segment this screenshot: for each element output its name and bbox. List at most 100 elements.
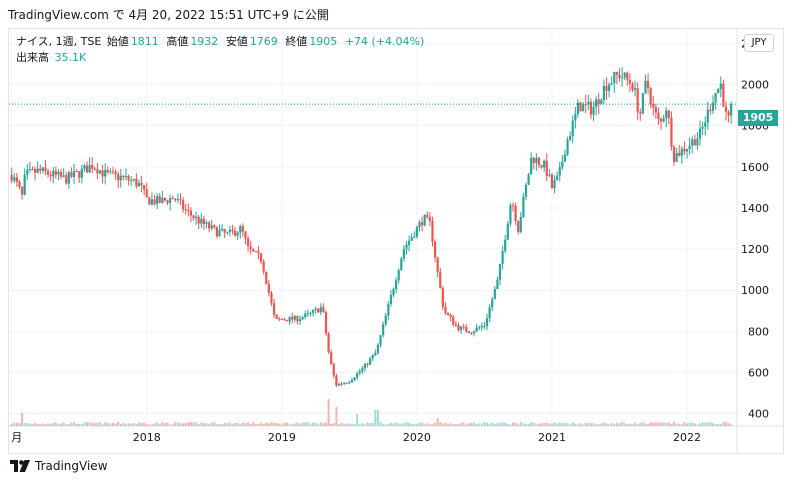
volume-bar [600, 423, 603, 426]
candle-body [67, 172, 70, 184]
candle-body [52, 170, 55, 177]
candle-body [174, 198, 177, 201]
candle-body [124, 175, 128, 177]
volume-bar [23, 423, 26, 426]
volume-bar [148, 424, 151, 426]
candle-body [187, 209, 190, 211]
candle-body [514, 205, 517, 222]
volume-bar [112, 422, 114, 426]
candle-body [374, 352, 377, 356]
volume-bar [452, 424, 455, 426]
volume-bar [561, 423, 564, 426]
candle-body [109, 171, 112, 173]
x-tick-label: 2019 [268, 431, 296, 444]
candle-body [665, 110, 668, 119]
volume-bar [241, 422, 244, 426]
candle-body [314, 308, 317, 311]
candle-body [543, 160, 546, 168]
candle-body [553, 180, 556, 188]
volume-bar [571, 422, 574, 426]
volume-bar [127, 423, 130, 426]
volume-bar [104, 422, 107, 426]
candle-body [704, 122, 707, 127]
volume-bar [602, 422, 605, 426]
candle-body [485, 318, 489, 327]
volume-bar [80, 423, 83, 426]
volume-bar [628, 423, 631, 426]
candle-body [646, 80, 650, 88]
volume-bar [13, 422, 16, 426]
volume-bar [267, 423, 270, 426]
volume-bar [465, 424, 468, 426]
candle-body [15, 177, 18, 182]
candle-body [283, 319, 286, 321]
volume-bar [662, 422, 665, 426]
candle-body [615, 71, 618, 75]
candle-body [163, 197, 167, 201]
candle-body [262, 261, 265, 272]
candle-body [727, 111, 730, 116]
candle-body [166, 200, 169, 203]
candle-body [75, 171, 78, 173]
x-tick-label: 2020 [403, 431, 431, 444]
candle-body [202, 218, 206, 224]
candle-body [31, 168, 34, 170]
volume-bar [309, 423, 312, 426]
candle-body [62, 175, 65, 177]
volume-bar [574, 423, 577, 426]
volume-bar [556, 423, 559, 426]
volume-bar [330, 423, 333, 426]
volume-bar [171, 424, 174, 426]
chart-frame [8, 28, 784, 454]
candle-body [127, 175, 130, 181]
volume-bar [509, 424, 512, 426]
candle-body [340, 383, 343, 385]
volume-bar [512, 422, 514, 426]
candle-body [169, 198, 172, 203]
candle-body [78, 171, 81, 178]
candle-body [322, 307, 325, 312]
volume-bar [504, 422, 507, 426]
volume-bar [291, 424, 294, 426]
candle-body [363, 363, 367, 369]
volume-bar [639, 422, 642, 426]
volume-bar [553, 422, 556, 426]
volume-bar [587, 422, 590, 426]
candle-body [522, 196, 525, 217]
volume-bar [566, 423, 569, 426]
volume-bar [483, 422, 486, 426]
volume-bar [41, 423, 44, 426]
candle-body [200, 218, 203, 224]
candle-body [33, 169, 37, 173]
volume-bar [363, 424, 366, 426]
open-value: 1811 [130, 35, 159, 48]
volume-bar [130, 423, 133, 426]
volume-bar [184, 422, 187, 426]
candle-body [236, 232, 239, 236]
candle-body [446, 312, 450, 315]
candle-body [389, 294, 393, 305]
volume-bar [293, 423, 296, 426]
volume-bar [667, 422, 670, 426]
volume-bar [124, 424, 127, 426]
candle-body [558, 167, 561, 176]
currency-button[interactable]: JPY [744, 34, 774, 52]
volume-bar [652, 422, 655, 426]
volume-bar [428, 424, 431, 426]
candle-body [387, 304, 390, 316]
volume-bar [314, 422, 317, 426]
volume-bar [319, 422, 322, 426]
candle-body [654, 107, 657, 113]
candle-body [252, 249, 255, 252]
candle-body [670, 117, 673, 147]
candle-body [548, 174, 551, 176]
volume-bar [153, 423, 156, 426]
candle-body [44, 167, 47, 172]
volume-bar [117, 422, 120, 426]
volume-bar [106, 422, 109, 426]
candle-body [413, 236, 416, 238]
volume-bar [540, 423, 543, 426]
candle-body [239, 226, 242, 233]
candle-body [85, 165, 89, 173]
